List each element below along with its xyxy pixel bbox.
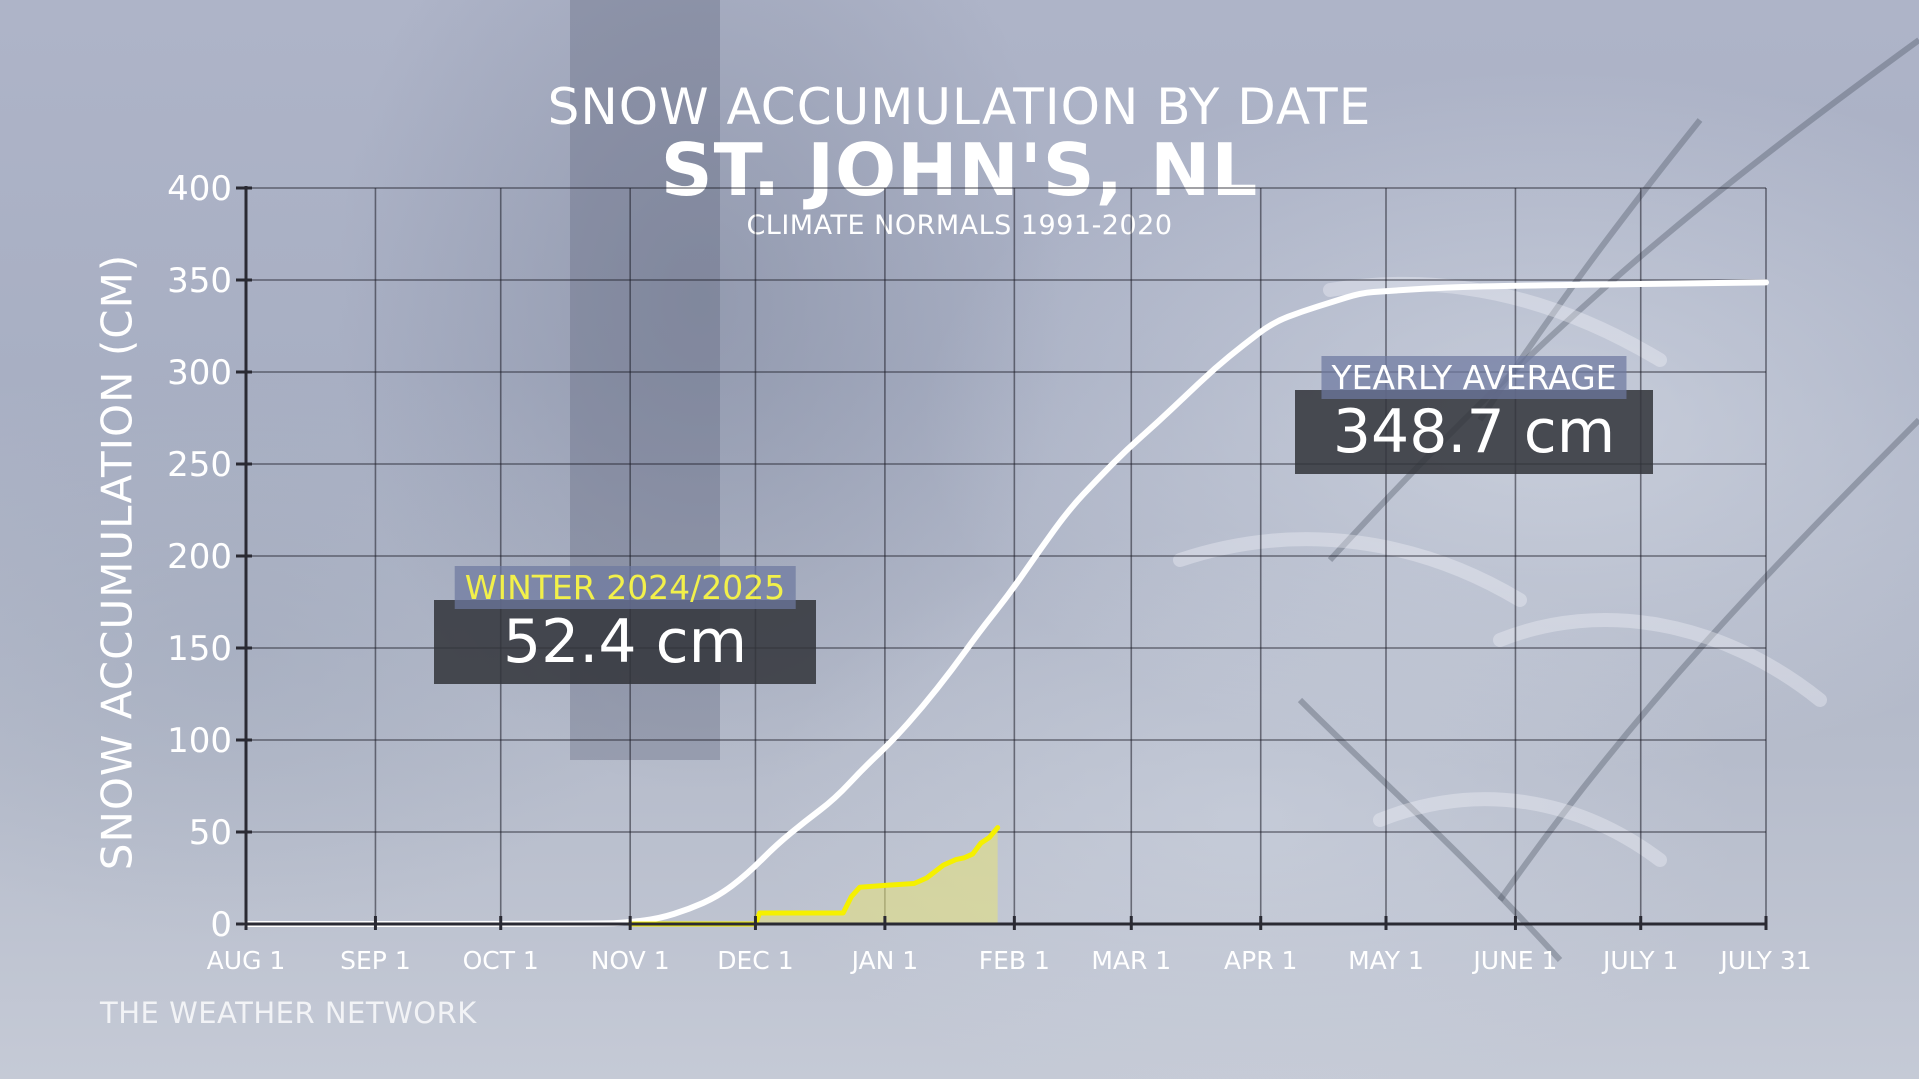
winter-2024-2025-line [627,825,1001,927]
y-tick-label: 300 [167,353,232,393]
y-tick-label: 50 [189,813,232,853]
x-tick-label: APR 1 [1224,946,1297,975]
winter-value-box: 52.4 cm [434,600,816,684]
yearly-value-box: 348.7 cm [1295,390,1653,474]
x-tick-label: JULY 1 [1601,946,1678,975]
winter-callout: 52.4 cm WINTER 2024/2025 [434,566,816,684]
chart-title: SNOW ACCUMULATION BY DATE [547,78,1372,136]
x-tick-label: JAN 1 [850,946,919,975]
y-tick-label: 250 [167,445,232,485]
y-tick-label: 350 [167,261,232,301]
y-tick-label: 100 [167,721,232,761]
y-tick-label: 400 [167,169,232,209]
yearly-value: 348.7 cm [1332,397,1616,467]
x-tick-label: DEC 1 [717,946,793,975]
x-tick-label: JULY 31 [1718,946,1811,975]
x-tick-label: NOV 1 [591,946,670,975]
winter-area-fill [630,827,998,924]
x-tick-label: MAY 1 [1348,946,1424,975]
yearly-callout: 348.7 cm YEARLY AVERAGE [1295,356,1653,474]
y-tick-label: 200 [167,537,232,577]
x-tick-label: SEP 1 [340,946,411,975]
x-tick-label: MAR 1 [1091,946,1171,975]
winter-area [630,827,998,924]
x-tick-labels: AUG 1 SEP 1 OCT 1 NOV 1 DEC 1 JAN 1 FEB 1 MAR 1… [207,946,1812,975]
chart-series-lines [243,279,1769,928]
yearly-average-line [243,279,1769,928]
y-tick-label: 0 [210,905,232,945]
location-subtitle: ST. JOHN'S, NL [660,128,1259,212]
climate-normals-note: CLIMATE NORMALS 1991-2020 [746,210,1173,241]
y-tick-labels: 0 50 100 150 200 250 300 350 400 [167,169,232,945]
yearly-label: YEARLY AVERAGE [1321,356,1627,399]
chart-grid [246,187,1767,924]
x-tick-label: FEB 1 [979,946,1050,975]
chart-axes [236,186,1768,930]
y-tick-label: 150 [167,629,232,669]
winter-label: WINTER 2024/2025 [454,566,796,609]
x-tick-label: JUNE 1 [1471,946,1557,975]
source-credit: THE WEATHER NETWORK [100,996,477,1030]
x-tick-label: OCT 1 [463,946,539,975]
x-tick-label: AUG 1 [207,946,286,975]
winter-value: 52.4 cm [502,607,748,677]
